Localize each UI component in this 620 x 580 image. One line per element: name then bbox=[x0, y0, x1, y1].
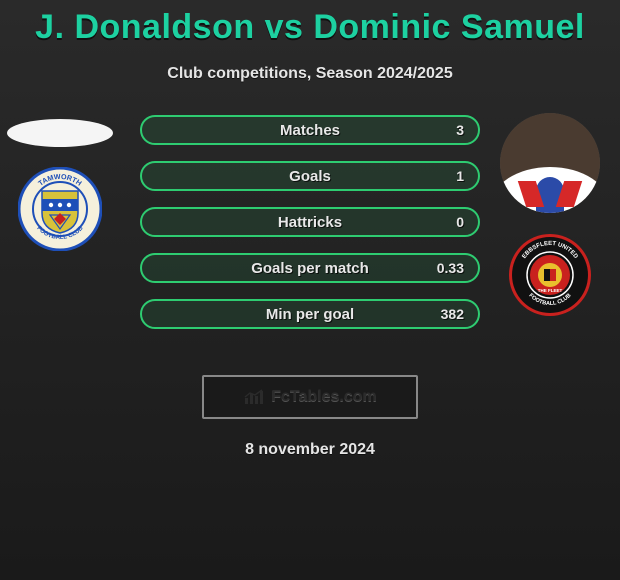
stat-row-hattricks: Hattricks 0 bbox=[140, 207, 480, 237]
right-player-avatar bbox=[500, 113, 600, 213]
left-player-avatar bbox=[7, 119, 113, 147]
right-club-badge: EBBSFLEET UNITED FOOTBALL CLUB THE FLEET bbox=[508, 233, 592, 317]
left-player-column: TAMWORTH FOOTBALL CLUB bbox=[5, 113, 115, 251]
stat-value-right: 0 bbox=[456, 214, 464, 230]
snapshot-date: 8 november 2024 bbox=[0, 441, 620, 459]
left-club-badge: TAMWORTH FOOTBALL CLUB bbox=[18, 167, 102, 251]
brand-watermark: FcTables.com bbox=[202, 375, 418, 419]
stat-label: Matches bbox=[280, 122, 340, 139]
chart-icon bbox=[243, 388, 265, 406]
svg-text:THE FLEET: THE FLEET bbox=[538, 288, 563, 293]
stat-label: Min per goal bbox=[266, 306, 354, 323]
comparison-area: TAMWORTH FOOTBALL CLUB bbox=[0, 113, 620, 353]
stat-value-right: 1 bbox=[456, 168, 464, 184]
stat-label: Goals per match bbox=[251, 260, 369, 277]
subtitle: Club competitions, Season 2024/2025 bbox=[0, 65, 620, 83]
stat-label: Goals bbox=[289, 168, 331, 185]
stat-row-matches: Matches 3 bbox=[140, 115, 480, 145]
stats-list: Matches 3 Goals 1 Hattricks 0 Goals per … bbox=[140, 115, 480, 329]
stat-value-right: 382 bbox=[441, 306, 464, 322]
stat-label: Hattricks bbox=[278, 214, 342, 231]
stat-row-goals: Goals 1 bbox=[140, 161, 480, 191]
stat-row-min-per-goal: Min per goal 382 bbox=[140, 299, 480, 329]
page-title: J. Donaldson vs Dominic Samuel bbox=[0, 0, 620, 47]
stat-row-goals-per-match: Goals per match 0.33 bbox=[140, 253, 480, 283]
brand-text: FcTables.com bbox=[271, 388, 377, 406]
right-player-column: EBBSFLEET UNITED FOOTBALL CLUB THE FLEET bbox=[495, 113, 605, 317]
stat-value-right: 3 bbox=[456, 122, 464, 138]
stat-value-right: 0.33 bbox=[437, 260, 464, 276]
